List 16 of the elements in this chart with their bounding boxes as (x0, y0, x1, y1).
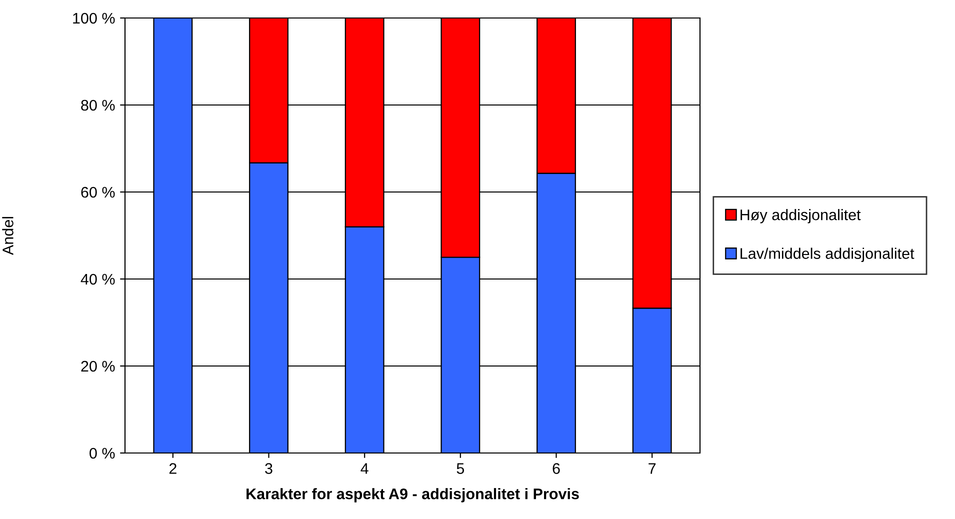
y-tick-label: 80 % (81, 100, 115, 111)
legend-label: Høy addisjonalitet (740, 209, 861, 224)
y-axis-title: Andel (2, 216, 14, 256)
legend-label: Lav/middels addisjonalitet (740, 248, 914, 262)
y-tick-label: 60 % (81, 186, 115, 198)
y-tick-label: 20 % (81, 360, 115, 372)
y-tick-label: 100 % (73, 12, 115, 24)
y-tick-label: 40 % (80, 274, 115, 285)
x-tick-label: 5 (456, 463, 464, 474)
x-tick-label: 7 (648, 463, 656, 474)
x-tick-label: 6 (552, 463, 560, 474)
y-tick-label: 0 % (90, 448, 115, 459)
x-tick-label: 3 (265, 463, 272, 474)
x-axis-title: Karakter for aspekt A9 - addisjonalitet i Provis (246, 488, 579, 502)
x-tick-label: 2 (169, 463, 176, 474)
x-tick-label: 4 (360, 463, 368, 474)
